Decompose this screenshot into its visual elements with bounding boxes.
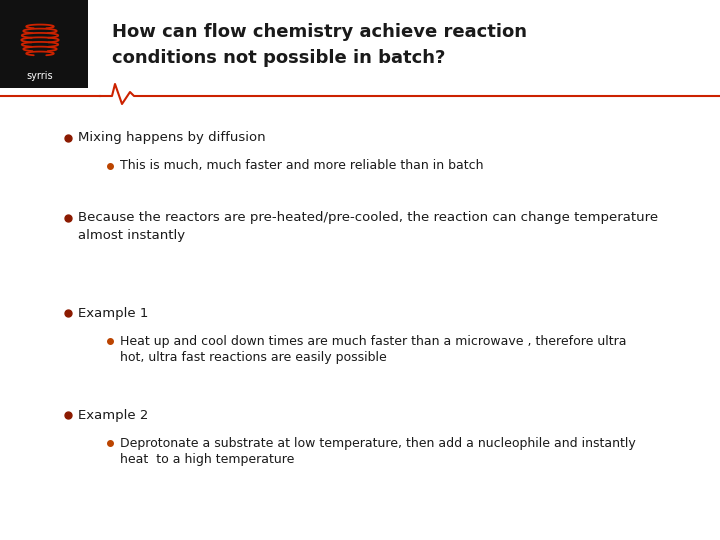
Bar bbox=[0, 0, 88, 88]
Text: syrris: syrris bbox=[27, 71, 53, 81]
Text: This is much, much faster and more reliable than in batch: This is much, much faster and more relia… bbox=[120, 159, 484, 172]
Text: heat  to a high temperature: heat to a high temperature bbox=[120, 454, 294, 467]
Text: almost instantly: almost instantly bbox=[78, 230, 185, 242]
Text: Because the reactors are pre-heated/pre-cooled, the reaction can change temperat: Because the reactors are pre-heated/pre-… bbox=[78, 212, 658, 225]
Text: Example 1: Example 1 bbox=[78, 307, 148, 320]
Text: Deprotonate a substrate at low temperature, then add a nucleophile and instantly: Deprotonate a substrate at low temperatu… bbox=[120, 436, 636, 449]
Text: Mixing happens by diffusion: Mixing happens by diffusion bbox=[78, 132, 266, 145]
Text: Example 2: Example 2 bbox=[78, 408, 148, 422]
Text: Heat up and cool down times are much faster than a microwave , therefore ultra: Heat up and cool down times are much fas… bbox=[120, 334, 626, 348]
Text: conditions not possible in batch?: conditions not possible in batch? bbox=[112, 49, 446, 67]
Text: How can flow chemistry achieve reaction: How can flow chemistry achieve reaction bbox=[112, 23, 527, 41]
Text: hot, ultra fast reactions are easily possible: hot, ultra fast reactions are easily pos… bbox=[120, 352, 387, 365]
